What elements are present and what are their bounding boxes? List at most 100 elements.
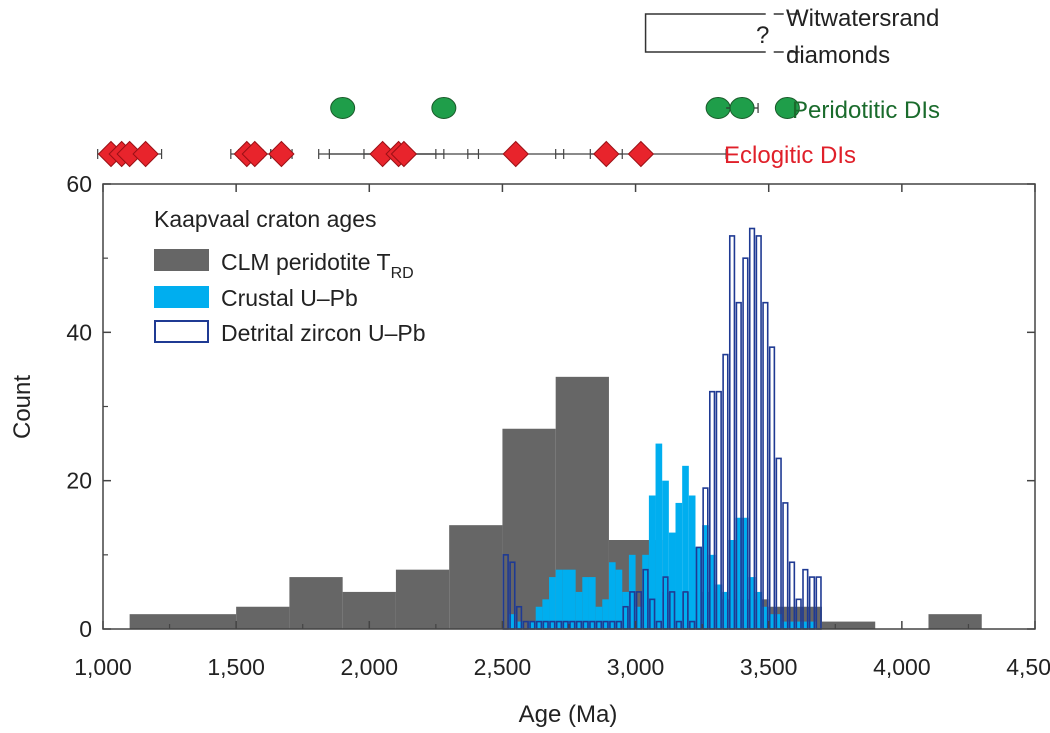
eclogitic-point-10 xyxy=(502,140,529,168)
x-tick-label-3: 2,500 xyxy=(474,654,532,680)
eclogitic-point-5 xyxy=(241,140,268,168)
eclogitic-point-12 xyxy=(627,140,655,168)
peridotitic-point-4 xyxy=(774,97,800,119)
crustal-bar-4 xyxy=(535,606,543,629)
crustal-bar-22 xyxy=(655,443,663,629)
x-tick-label-2: 2,000 xyxy=(341,654,399,680)
peridotitic-dis-label: Peridotitic DIs xyxy=(792,97,940,124)
crustal-bar-38 xyxy=(762,606,769,629)
witwatersrand-question-mark: ? xyxy=(756,22,769,49)
crustal-bar-9 xyxy=(569,569,576,629)
crustal-bar-13 xyxy=(595,606,603,629)
x-tick-label-5: 3,500 xyxy=(740,654,798,680)
eclogitic-point-3 xyxy=(132,140,159,168)
crustal-bar-28 xyxy=(695,547,703,629)
witwatersrand-label-line2: diamonds xyxy=(786,42,890,69)
crustal-bar-8 xyxy=(562,569,569,629)
crustal-bar-5 xyxy=(542,599,550,629)
legend-swatch-crustal xyxy=(154,286,209,308)
crustal-bar-1 xyxy=(515,621,523,629)
clm-bar-1 xyxy=(236,606,290,629)
clm-bar-6 xyxy=(502,428,556,629)
crustal-bar-24 xyxy=(668,532,676,629)
y-tick-label-2: 40 xyxy=(66,319,92,345)
crustal-bar-11 xyxy=(582,577,589,629)
crustal-bar-36 xyxy=(748,577,756,629)
witwatersrand-dash-line xyxy=(773,13,806,53)
clm-bar-0 xyxy=(129,614,237,629)
crustal-bar-33 xyxy=(728,540,736,629)
detrital-bar-40 xyxy=(768,346,776,630)
eclogitic-dis-label: Eclogitic DIs xyxy=(724,142,856,169)
crustal-bar-26 xyxy=(682,465,689,629)
crustal-bar-20 xyxy=(642,554,649,629)
y-tick-label-3: 60 xyxy=(66,171,92,197)
crustal-bar-6 xyxy=(549,577,556,629)
legend-swatch-clm xyxy=(154,249,209,271)
clm-bar-12 xyxy=(821,621,876,629)
clm-bar-2 xyxy=(289,577,343,629)
crustal-bar-21 xyxy=(648,495,656,629)
legend-label-detrital: Detrital zircon U–Pb xyxy=(221,320,426,346)
crustal-bar-7 xyxy=(555,569,563,629)
crustal-bar-43 xyxy=(795,621,802,629)
clm-bar-5 xyxy=(449,525,503,629)
crustal-bar-10 xyxy=(575,591,583,629)
crustal-bar-39 xyxy=(768,614,776,629)
legend: Kaapvaal craton ages CLM peridotite TRD … xyxy=(154,206,426,346)
detrital-bar-39 xyxy=(762,301,769,630)
detrital-bar-38 xyxy=(755,235,762,630)
clm-bar-4 xyxy=(395,569,450,629)
crustal-bar-42 xyxy=(788,621,796,629)
crustal-bar-23 xyxy=(662,480,669,629)
peridotitic-point-0 xyxy=(330,97,356,119)
crustal-bar-14 xyxy=(602,599,609,629)
witwatersrand-label-line1: Witwatersrand xyxy=(786,5,939,32)
x-axis: 1,000 1,500 2,000 2,500 3,000 3,500 4,000 4,500 xyxy=(74,184,1050,680)
y-tick-label-1: 20 xyxy=(66,468,92,494)
y-axis-title: Count xyxy=(9,375,36,439)
crustal-bar-37 xyxy=(755,591,763,629)
crustal-bar-45 xyxy=(808,621,816,629)
legend-label-crustal: Crustal U–Pb xyxy=(221,285,358,311)
crustal-bar-0 xyxy=(509,614,516,629)
x-tick-label-4: 3,000 xyxy=(607,654,665,680)
peridotitic-dis-series xyxy=(330,97,800,119)
detrital-bar-41 xyxy=(775,457,782,630)
peridotitic-point-1 xyxy=(431,97,457,119)
crustal-bar-32 xyxy=(722,591,729,629)
legend-title: Kaapvaal craton ages xyxy=(154,206,377,232)
crustal-bar-15 xyxy=(608,562,616,629)
x-tick-label-0: 1,000 xyxy=(74,654,132,680)
crustal-bar-44 xyxy=(802,621,809,629)
crustal-bar-12 xyxy=(588,577,596,629)
eclogitic-point-6 xyxy=(268,140,295,168)
crustal-bar-34 xyxy=(735,517,743,629)
crustal-bar-17 xyxy=(622,591,629,629)
x-axis-title: Age (Ma) xyxy=(519,701,618,728)
crustal-bar-40 xyxy=(775,614,783,629)
x-tick-label-7: 4,500 xyxy=(1006,654,1050,680)
clm-bar-13 xyxy=(928,614,982,629)
x-tick-label-6: 4,000 xyxy=(873,654,931,680)
y-axis: 0 20 40 60 xyxy=(66,171,1035,642)
peridotitic-point-3 xyxy=(729,97,755,119)
legend-label-clm: CLM peridotite TRD xyxy=(221,249,414,282)
crustal-bar-35 xyxy=(742,517,749,629)
witwatersrand-bracket-line xyxy=(644,13,766,53)
crustal-bar-27 xyxy=(688,495,696,629)
x-tick-label-1: 1,500 xyxy=(207,654,265,680)
y-tick-label-0: 0 xyxy=(79,616,92,642)
crustal-bar-41 xyxy=(782,621,789,629)
detrital-bar-37 xyxy=(748,227,756,630)
crustal-bar-31 xyxy=(715,584,723,629)
witwatersrand-bracket: ? Witwatersrand diamonds xyxy=(644,5,939,69)
legend-swatch-detrital xyxy=(154,320,209,343)
eclogitic-dis-series xyxy=(97,140,727,168)
eclogitic-point-11 xyxy=(593,140,620,168)
crustal-bar-29 xyxy=(702,525,709,629)
crustal-bar-30 xyxy=(708,554,716,629)
crustal-bar-19 xyxy=(635,606,643,629)
crustal-bar-16 xyxy=(615,569,623,629)
